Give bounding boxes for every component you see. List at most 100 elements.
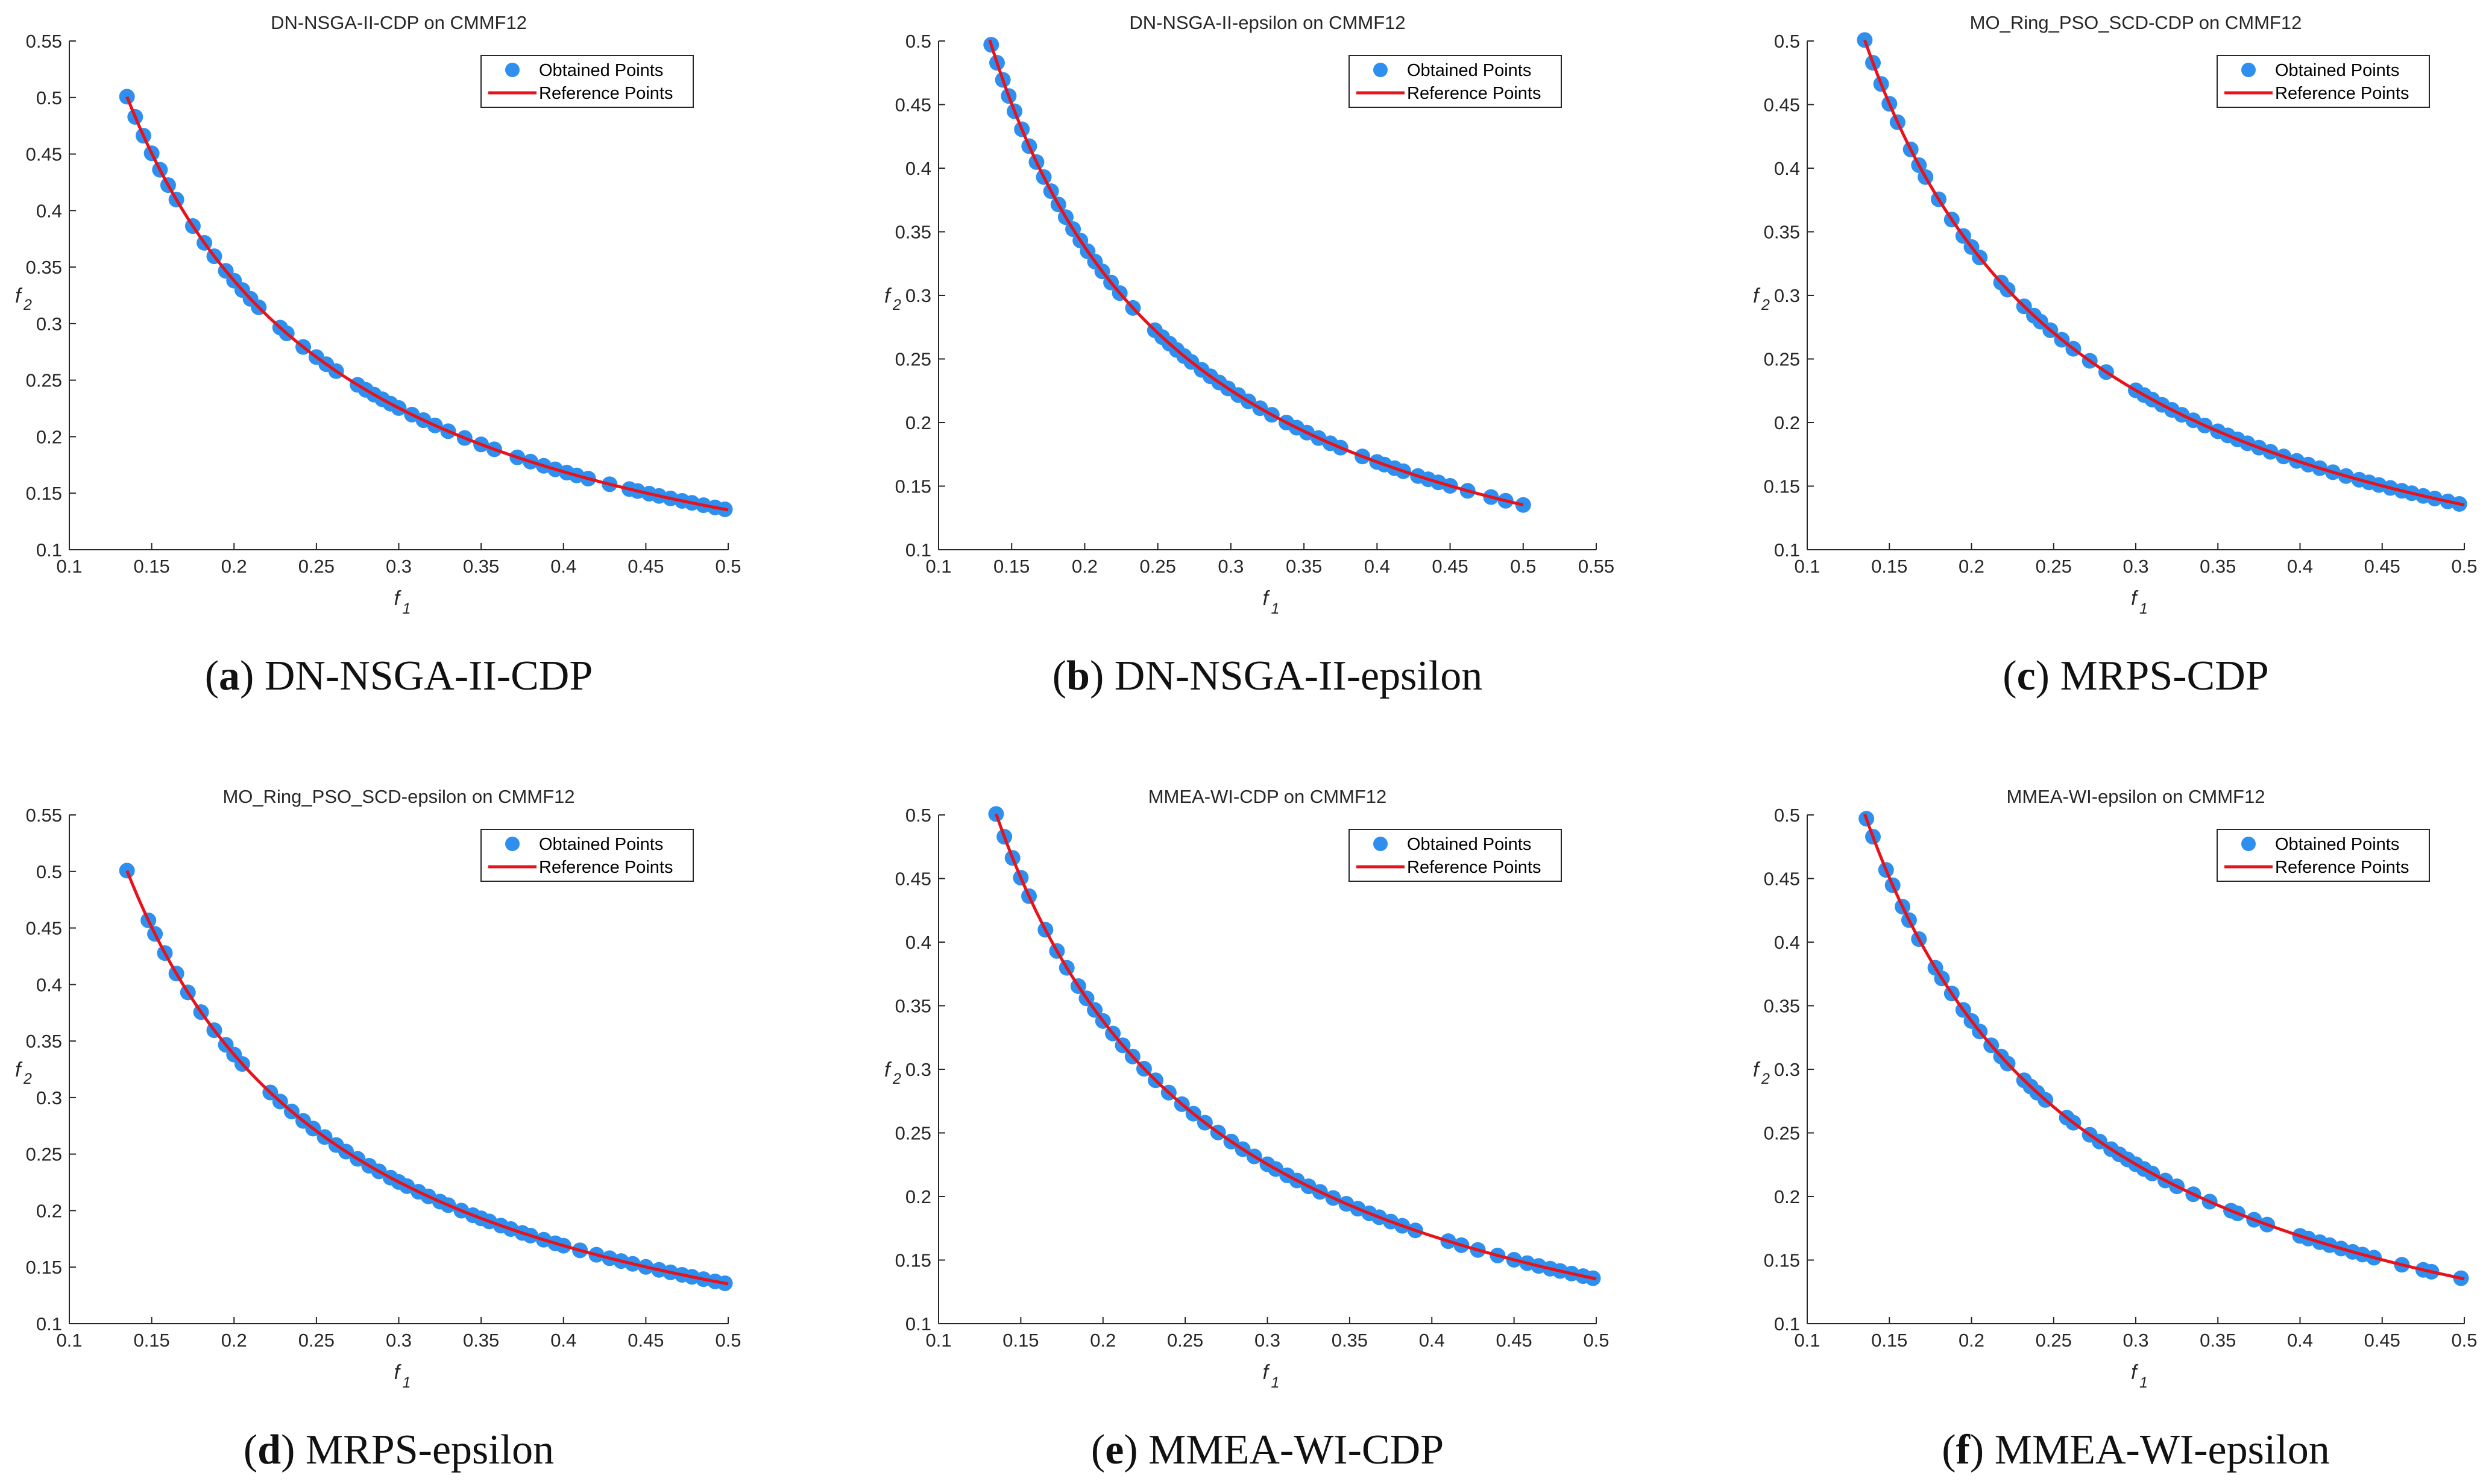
y-tick-label: 0.45: [895, 869, 931, 890]
chart-title: DN-NSGA-II-epsilon on CMMF12: [1129, 12, 1405, 33]
y-tick-label: 0.35: [26, 257, 62, 278]
reference-curve: [1863, 813, 2465, 1281]
x-tick-label: 0.1: [1794, 556, 1820, 577]
legend-reference-label: Reference Points: [1407, 858, 1541, 877]
y-tick-label: 0.45: [895, 95, 931, 116]
x-tick-label: 0.25: [1139, 556, 1175, 577]
y-axis-label: f: [1753, 1058, 1761, 1081]
x-tick-label: 0.2: [1959, 1330, 1984, 1351]
reference-curve: [988, 39, 1524, 507]
x-tick-label: 0.4: [1419, 1330, 1445, 1351]
x-tick-label: 0.45: [2364, 1330, 2400, 1351]
x-tick-label: 0.15: [993, 556, 1030, 577]
x-tick-label: 0.45: [628, 1330, 664, 1351]
x-tick-label: 0.2: [221, 1330, 247, 1351]
obtained-points-series: [983, 37, 1531, 513]
x-tick-label: 0.35: [463, 1330, 499, 1351]
x-tick-label: 0.3: [386, 1330, 412, 1351]
y-tick-label: 0.1: [1774, 539, 1800, 561]
y-axis-label: f: [15, 285, 23, 307]
legend-box: [480, 829, 694, 882]
y-tick-label: 0.1: [905, 1313, 931, 1335]
x-tick-label: 0.15: [1871, 1330, 1907, 1351]
y-axis-label-subscript: 2: [23, 1071, 32, 1087]
chart-title: MO_Ring_PSO_SCD-CDP on CMMF12: [1970, 12, 2302, 33]
x-axis-label-subscript: 1: [2139, 1374, 2148, 1391]
y-tick-label: 0.15: [26, 1257, 62, 1278]
x-tick-label: 0.4: [1364, 556, 1390, 577]
x-tick-label: 0.15: [133, 556, 169, 577]
y-tick-label: 0.2: [36, 1200, 62, 1221]
y-tick-label: 0.15: [895, 1250, 931, 1271]
legend-obtained-label: Obtained Points: [2275, 61, 2399, 80]
chart-title: DN-NSGA-II-CDP on CMMF12: [271, 12, 527, 33]
y-tick-label: 0.2: [1774, 1186, 1800, 1207]
legend-reference-label: Reference Points: [2275, 858, 2409, 877]
legend-obtained-label: Obtained Points: [539, 61, 663, 80]
y-tick-label: 0.15: [26, 483, 62, 504]
legend-obtained-marker: [505, 837, 520, 851]
x-tick-label: 0.25: [2036, 556, 2072, 577]
x-tick-label: 0.15: [133, 1330, 169, 1351]
x-tick-label: 0.5: [1510, 556, 1536, 577]
x-tick-label: 0.2: [1072, 556, 1098, 577]
y-tick-label: 0.25: [26, 1144, 62, 1165]
y-axis-label-subscript: 2: [892, 1071, 901, 1087]
x-tick-label: 0.5: [2451, 1330, 2477, 1351]
x-tick-label: 0.35: [463, 556, 499, 577]
x-tick-label: 0.5: [2451, 556, 2477, 577]
reference-curve: [995, 813, 1597, 1281]
subfigure-caption: (d) MRPS-epsilon: [244, 1427, 554, 1473]
y-tick-label: 0.3: [1774, 285, 1800, 306]
panel-f: MMEA-WI-epsilon on CMMF12 0.1 0.15 0.2 0.25 0…: [1753, 786, 2478, 1473]
y-tick-label: 0.4: [36, 974, 62, 995]
legend: Obtained Points Reference Points: [480, 829, 694, 882]
x-tick-label: 0.5: [1583, 1330, 1609, 1351]
x-tick-label: 0.3: [1254, 1330, 1280, 1351]
y-tick-label: 0.1: [1774, 1313, 1800, 1335]
y-tick-label: 0.3: [905, 285, 931, 306]
legend-obtained-marker: [505, 63, 520, 77]
x-tick-label: 0.2: [221, 556, 247, 577]
caption-letter: c: [2017, 653, 2036, 699]
reference-curve: [125, 96, 729, 512]
x-axis-label-subscript: 1: [1271, 600, 1280, 617]
y-tick-label: 0.25: [895, 349, 931, 370]
x-tick-label: 0.4: [550, 1330, 576, 1351]
legend: Obtained Points Reference Points: [2217, 55, 2430, 108]
y-tick-label: 0.1: [36, 1313, 62, 1335]
y-tick-label: 0.1: [36, 539, 62, 561]
subfigure-caption: (a) DN-NSGA-II-CDP: [205, 653, 593, 699]
y-tick-label: 0.35: [895, 222, 931, 243]
legend: Obtained Points Reference Points: [1348, 55, 1562, 108]
y-tick-label: 0.2: [905, 412, 931, 433]
x-axis-label-subscript: 1: [403, 600, 411, 617]
subfigure-caption: (f) MMEA-WI-epsilon: [1942, 1427, 2329, 1473]
legend-obtained-label: Obtained Points: [1407, 61, 1531, 80]
reference-curve: [125, 870, 729, 1286]
x-tick-label: 0.55: [1578, 556, 1614, 577]
y-tick-label: 0.3: [905, 1059, 931, 1080]
x-tick-label: 0.25: [2036, 1330, 2072, 1351]
y-tick-label: 0.35: [26, 1031, 62, 1052]
x-tick-label: 0.45: [1496, 1330, 1532, 1351]
obtained-point: [119, 863, 135, 879]
caption-letter: b: [1066, 653, 1090, 699]
x-axis-label: f: [1263, 587, 1271, 610]
x-tick-label: 0.45: [1432, 556, 1468, 577]
x-tick-label: 0.35: [2200, 1330, 2236, 1351]
caption-letter: e: [1105, 1427, 1124, 1473]
x-axis-label: f: [2131, 587, 2139, 610]
x-axis-label-subscript: 1: [403, 1374, 411, 1391]
x-tick-label: 0.1: [925, 556, 951, 577]
x-axis-label-subscript: 1: [1271, 1374, 1280, 1391]
x-tick-label: 0.3: [1218, 556, 1244, 577]
x-tick-label: 0.35: [2200, 556, 2236, 577]
x-tick-label: 0.25: [298, 556, 335, 577]
legend-obtained-marker: [1373, 837, 1388, 851]
caption-letter: f: [1956, 1427, 1971, 1473]
x-tick-label: 0.2: [1959, 556, 1984, 577]
legend: Obtained Points Reference Points: [1348, 829, 1562, 882]
y-tick-label: 0.25: [1764, 349, 1800, 370]
x-tick-label: 0.4: [550, 556, 576, 577]
